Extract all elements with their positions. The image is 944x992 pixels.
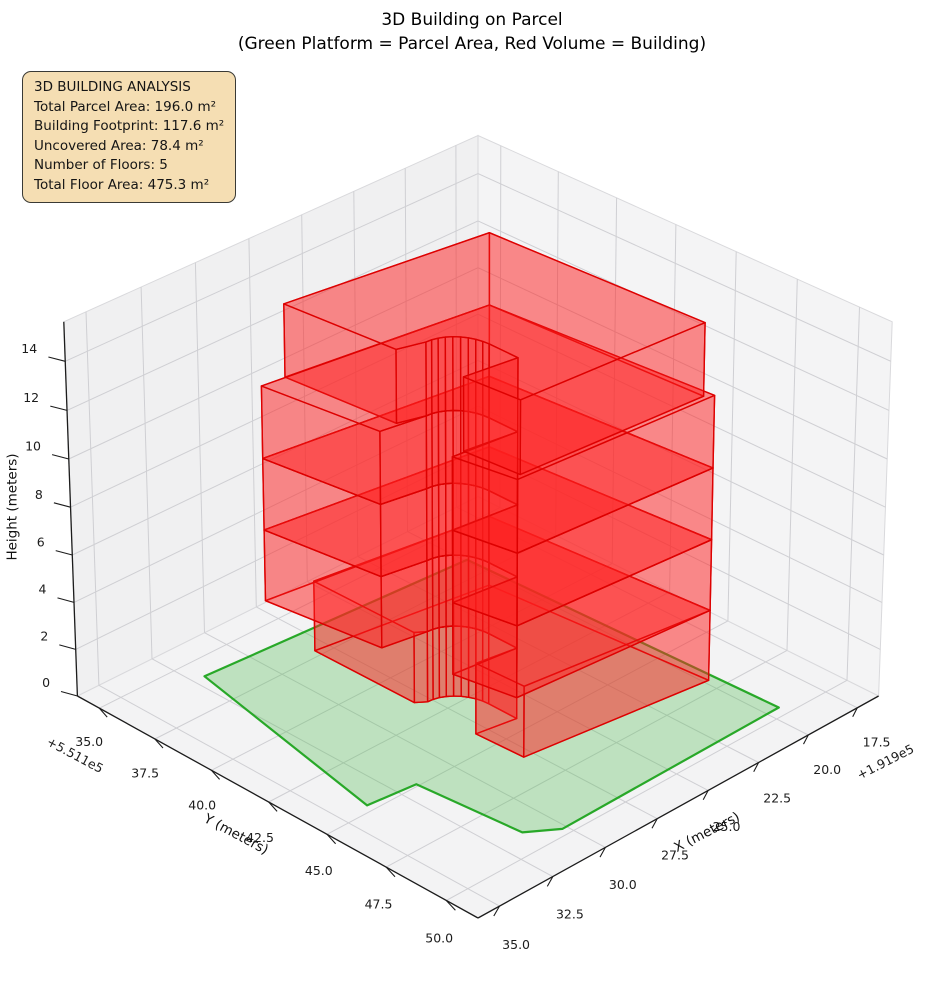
x-tick-label: 17.5 bbox=[863, 735, 891, 750]
z-tick-label: 8 bbox=[35, 487, 43, 502]
z-axis-label: Height (meters) bbox=[5, 453, 21, 560]
z-tick-label: 14 bbox=[21, 341, 37, 356]
building-face bbox=[413, 630, 429, 704]
y-tick-label: 40.0 bbox=[188, 797, 216, 812]
z-tick-label: 12 bbox=[23, 390, 39, 405]
z-tick-label: 6 bbox=[37, 535, 45, 550]
z-tick-label: 4 bbox=[39, 582, 47, 597]
building-face bbox=[437, 410, 447, 486]
y-axis-ticks: 35.0 37.5 40.0 42.5 45.0 47.5 50.0 bbox=[75, 707, 456, 945]
y-tick-label: 35.0 bbox=[75, 734, 103, 749]
y-tick-label: 42.5 bbox=[246, 830, 274, 845]
building-face bbox=[451, 456, 519, 554]
x-tick-label: 32.5 bbox=[556, 907, 584, 922]
building-face bbox=[444, 336, 454, 412]
building-face bbox=[431, 484, 440, 559]
y-tick-label: 50.0 bbox=[425, 930, 453, 945]
x-axis-line bbox=[477, 695, 879, 919]
info-box-title: 3D BUILDING ANALYSIS bbox=[34, 79, 191, 95]
chart-subtitle: (Green Platform = Parcel Area, Red Volum… bbox=[237, 34, 707, 54]
z-axis-ticks: 0 2 4 6 8 10 12 14 bbox=[21, 341, 78, 697]
building-face bbox=[438, 554, 447, 629]
x-tick-label: 30.0 bbox=[609, 877, 637, 892]
building-face bbox=[462, 376, 522, 476]
building-face bbox=[430, 337, 440, 415]
building-face bbox=[437, 336, 447, 413]
analysis-info-box: 3D BUILDING ANALYSIS Total Parcel Area: … bbox=[22, 71, 237, 203]
info-box-line: Number of Floors: 5 bbox=[34, 157, 168, 173]
chart-title-block: 3D Building on Parcel (Green Platform = … bbox=[0, 8, 944, 56]
z-axis-line bbox=[63, 321, 79, 697]
x-tick-label: 22.5 bbox=[763, 790, 791, 805]
building-face bbox=[438, 625, 447, 699]
axis-lines bbox=[63, 321, 879, 919]
y-tick-label: 37.5 bbox=[131, 766, 159, 781]
x-tick-label: 25.0 bbox=[713, 819, 741, 834]
x-tick-label: 27.5 bbox=[661, 848, 689, 863]
info-box-line: Total Floor Area: 475.3 m² bbox=[34, 176, 210, 193]
building-face bbox=[431, 411, 440, 488]
building-face bbox=[452, 336, 462, 412]
building-face bbox=[432, 626, 441, 701]
building-face bbox=[437, 483, 447, 558]
parcel-polygon bbox=[203, 558, 780, 834]
info-box-line: Building Footprint: 117.6 m² bbox=[34, 118, 225, 134]
parcel-layer bbox=[203, 558, 780, 834]
info-box-line: Total Parcel Area: 196.0 m² bbox=[34, 98, 217, 115]
axes-panes bbox=[63, 134, 893, 919]
z-tick-label: 0 bbox=[42, 675, 50, 690]
x-tick-label: 20.0 bbox=[813, 762, 841, 777]
building-face bbox=[395, 341, 427, 424]
x-tick-label: 35.0 bbox=[502, 937, 530, 952]
building-face bbox=[431, 555, 440, 630]
y-axis-line bbox=[77, 695, 479, 919]
chart-title: 3D Building on Parcel bbox=[381, 10, 563, 30]
info-box-line: Uncovered Area: 78.4 m² bbox=[34, 137, 204, 154]
building-volume bbox=[260, 231, 716, 758]
z-tick-label: 2 bbox=[40, 629, 48, 644]
y-tick-label: 47.5 bbox=[365, 896, 393, 911]
x-axis-ticks: 17.5 20.0 22.5 25.0 27.5 30.0 32.5 35.0 bbox=[493, 707, 891, 952]
z-tick-label: 10 bbox=[25, 439, 41, 454]
y-tick-label: 45.0 bbox=[305, 863, 333, 878]
